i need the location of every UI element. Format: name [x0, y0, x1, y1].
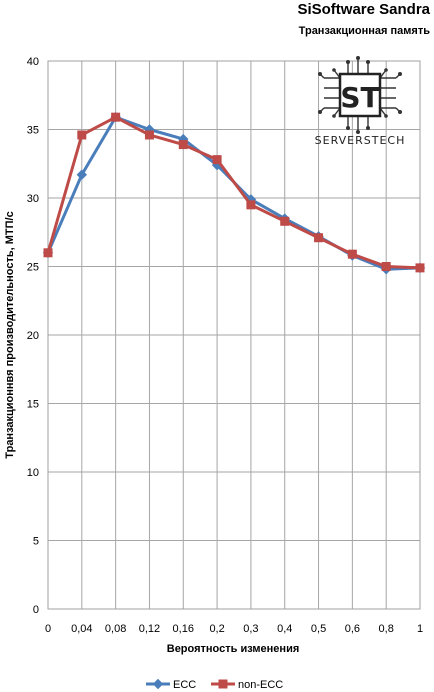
- x-axis-title: Вероятность изменения: [167, 643, 300, 655]
- legend-item-ecc: ECC: [146, 678, 196, 691]
- data-point-non-ecc: [415, 263, 425, 273]
- x-tick-label: 0,2: [209, 623, 224, 635]
- y-tick-label: 10: [27, 467, 39, 479]
- data-point-non-ecc: [381, 262, 391, 271]
- x-tick-label: 0,4: [277, 623, 292, 635]
- data-point-non-ecc: [77, 130, 87, 140]
- data-point-non-ecc: [246, 200, 256, 210]
- y-tick-label: 30: [27, 193, 39, 205]
- gridlines: [47, 60, 421, 610]
- x-tick-label: 0,6: [345, 623, 360, 635]
- data-point-non-ecc: [280, 216, 290, 226]
- series-group: [42, 111, 426, 275]
- data-point-ecc: [76, 169, 88, 180]
- x-tick-label: 0: [45, 623, 51, 635]
- legend-item-non-ecc: non-ECC: [211, 679, 283, 691]
- legend: ECC non-ECC: [146, 678, 283, 691]
- chart-subtitle: Транзакционная память: [299, 25, 431, 37]
- data-point-non-ecc: [314, 233, 324, 243]
- y-axis-title: Транзакционнвя производительность, MTП/с: [4, 211, 16, 458]
- data-point-non-ecc: [212, 155, 222, 165]
- y-tick-label: 5: [33, 536, 39, 548]
- legend-swatch-marker: [218, 679, 228, 689]
- plot-frame: [47, 60, 421, 610]
- data-point-non-ecc: [178, 140, 188, 150]
- svg-text:SERVERSTECH: SERVERSTECH: [315, 134, 406, 147]
- y-tick-label: 20: [27, 330, 39, 342]
- watermark-logo: ST SERVERSTECH: [315, 56, 406, 147]
- x-tick-label: 0,12: [139, 623, 160, 635]
- x-tick-label: 0,3: [243, 623, 258, 635]
- y-tick-label: 15: [27, 399, 39, 411]
- x-tick-label: 1: [417, 623, 423, 635]
- x-tick-label: 0,8: [379, 623, 394, 635]
- plot-area: [47, 60, 421, 610]
- series-line-non-ecc: [46, 115, 421, 270]
- y-tick-label: 25: [27, 262, 39, 274]
- data-point-non-ecc: [43, 248, 53, 258]
- data-point-non-ecc: [347, 249, 357, 259]
- legend-swatch-marker: [152, 678, 164, 690]
- y-tick-label: 0: [33, 604, 39, 616]
- svg-text:ST: ST: [340, 81, 379, 114]
- x-tick-label: 0,16: [173, 623, 194, 635]
- series-non-ecc: [43, 112, 425, 273]
- chart-title: SiSoftware Sandra: [297, 1, 430, 18]
- x-tick-label: 0,08: [105, 623, 126, 635]
- y-tick-label: 40: [27, 56, 39, 68]
- legend-label: non-ECC: [238, 679, 283, 691]
- y-tick-label: 35: [27, 125, 39, 137]
- x-tick-label: 0,5: [311, 623, 326, 635]
- x-tick-label: 0,04: [71, 623, 92, 635]
- x-tick-labels: 0 0,04 0,08 0,12 0,16 0,2 0,3 0,4 0,5 0,6 0,8 1: [45, 623, 423, 635]
- data-point-non-ecc: [144, 130, 154, 140]
- legend-label: ECC: [173, 679, 196, 691]
- data-point-non-ecc: [111, 112, 121, 122]
- y-tick-labels: 0 5 10 15 20 25 30 35 40: [27, 56, 39, 616]
